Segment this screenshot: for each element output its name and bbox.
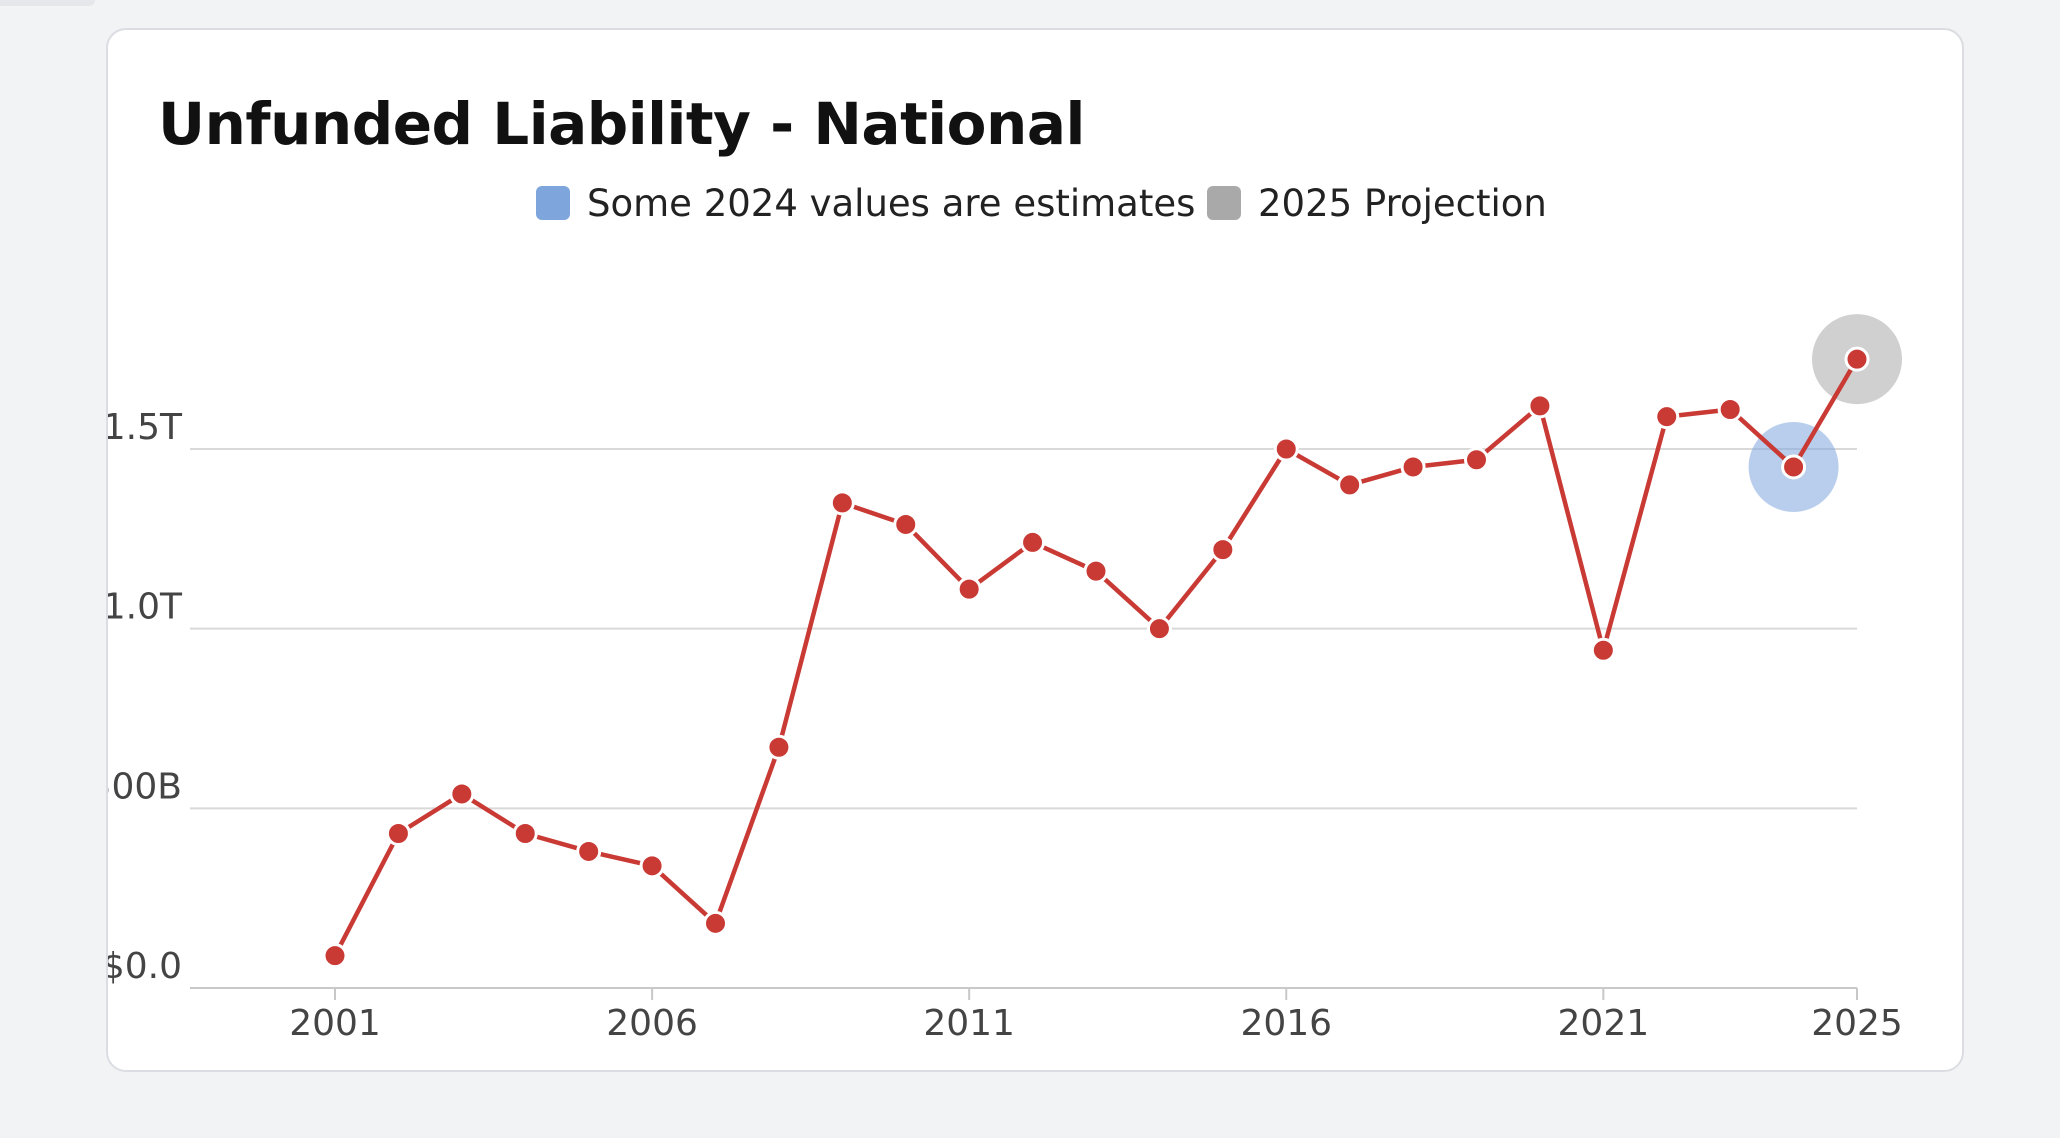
data-point (1146, 616, 1172, 642)
data-point (1020, 529, 1046, 555)
data-point (956, 576, 982, 602)
data-point (1717, 396, 1743, 422)
legend-label-projection: 2025 Projection (1258, 181, 1547, 225)
x-tick-label: 2025 (1811, 1003, 1903, 1044)
data-point (1464, 447, 1489, 473)
data-point (1210, 537, 1236, 563)
data-point (1400, 454, 1426, 480)
chart-title: Unfunded Liability - National (158, 90, 1085, 158)
data-point (703, 910, 728, 936)
data-point (1844, 346, 1870, 372)
data-point (449, 781, 475, 807)
x-tick-label: 2016 (1240, 1003, 1332, 1044)
y-tick-label: $1.0T (108, 587, 183, 628)
data-point (1273, 436, 1299, 462)
y-tick-label: $1.5T (108, 407, 183, 448)
legend-item-estimates[interactable]: Some 2024 values are estimates (536, 178, 1195, 228)
chart-card: Unfunded Liability - National Some 2024 … (106, 28, 1964, 1072)
data-point (766, 734, 792, 760)
data-point (893, 511, 919, 537)
legend-swatch-projection (1207, 186, 1241, 220)
y-tick-label: $500B (108, 766, 182, 807)
data-point (576, 838, 602, 864)
x-tick-label: 2006 (606, 1003, 698, 1044)
x-tick-label: 2001 (289, 1003, 381, 1044)
chart-legend: Some 2024 values are estimates 2025 Proj… (108, 178, 1966, 238)
data-point (322, 943, 348, 969)
data-point (829, 490, 855, 516)
legend-item-projection[interactable]: 2025 Projection (1207, 178, 1547, 228)
data-point (385, 820, 411, 846)
data-point (639, 853, 665, 879)
legend-label-estimates: Some 2024 values are estimates (587, 181, 1196, 225)
background-edge (0, 0, 95, 6)
data-point (512, 820, 538, 846)
legend-swatch-estimates (536, 186, 570, 220)
data-point (1527, 393, 1553, 419)
x-tick-label: 2011 (923, 1003, 1015, 1044)
data-point (1590, 637, 1616, 663)
data-point (1654, 404, 1680, 430)
y-tick-label: $0.0 (108, 946, 182, 987)
data-point (1083, 558, 1109, 584)
data-point (1337, 472, 1363, 498)
line-chart: $0.0 $500B $1.0T $1.5T 2001 2006 2011 2016 2021 2… (108, 314, 1903, 1044)
x-tick-label: 2021 (1558, 1003, 1650, 1044)
footnote-cutoff (1370, 1118, 1890, 1138)
data-point (1781, 454, 1807, 480)
